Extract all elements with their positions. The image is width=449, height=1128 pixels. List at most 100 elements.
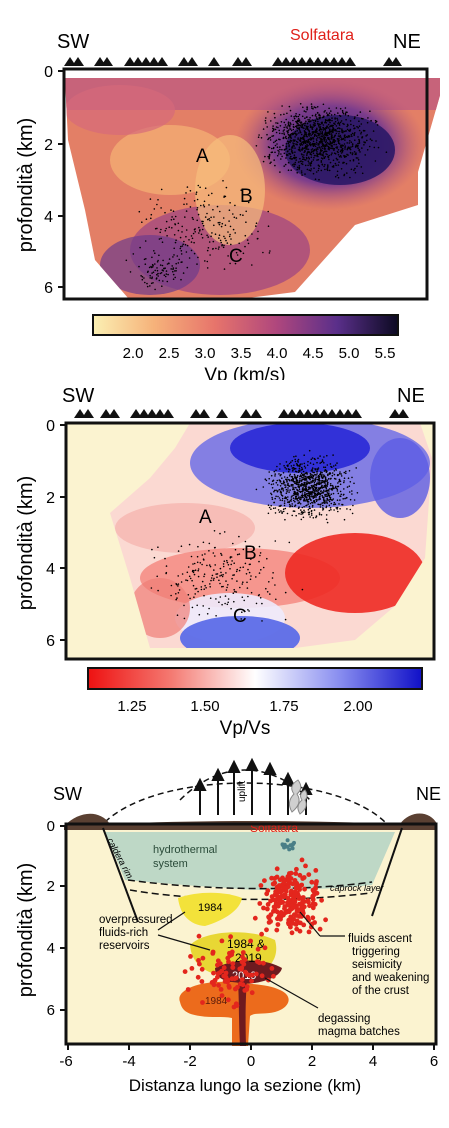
event-dot xyxy=(323,140,326,142)
event-dot xyxy=(157,546,159,548)
event-dot xyxy=(297,887,302,892)
event-dot xyxy=(280,842,285,847)
event-dot xyxy=(294,467,297,470)
event-dot xyxy=(324,476,327,478)
event-dot xyxy=(308,505,311,508)
event-dot xyxy=(149,274,151,277)
vpvs-colorbar xyxy=(87,667,423,690)
event-dot xyxy=(285,143,288,145)
event-dot xyxy=(299,103,302,105)
event-dot xyxy=(351,132,354,135)
event-dot xyxy=(197,568,200,570)
event-dot xyxy=(336,117,338,120)
event-dot xyxy=(307,156,310,159)
event-dot xyxy=(289,122,292,124)
event-dot xyxy=(336,499,339,501)
event-dot xyxy=(293,871,299,876)
event-dot xyxy=(241,596,244,598)
event-dot xyxy=(315,486,317,488)
event-dot xyxy=(330,133,333,135)
event-dot xyxy=(290,498,293,500)
event-dot xyxy=(335,469,338,471)
event-dot xyxy=(297,127,300,130)
event-dot xyxy=(323,137,325,140)
event-dot xyxy=(165,565,168,567)
event-dot xyxy=(129,271,132,273)
event-dot xyxy=(339,150,342,153)
event-dot xyxy=(288,468,291,471)
event-dot xyxy=(196,208,198,211)
event-dot xyxy=(318,488,321,490)
event-dot xyxy=(327,123,330,126)
event-dot xyxy=(195,974,201,980)
event-dot xyxy=(277,490,279,492)
event-dot xyxy=(324,144,326,146)
event-dot xyxy=(278,479,281,481)
event-dot xyxy=(280,114,282,116)
event-dot xyxy=(173,218,175,220)
event-dot xyxy=(290,461,292,463)
event-dot xyxy=(302,106,304,109)
event-dot xyxy=(172,278,175,281)
event-dot xyxy=(189,597,191,600)
event-dot xyxy=(310,149,313,151)
event-dot xyxy=(280,473,282,476)
event-dot xyxy=(360,133,362,135)
event-dot xyxy=(279,463,281,465)
event-dot xyxy=(293,115,295,118)
event-dot xyxy=(198,226,200,229)
event-dot xyxy=(357,127,360,129)
event-dot xyxy=(295,140,298,143)
event-dot xyxy=(196,561,199,564)
event-dot xyxy=(330,502,333,505)
uplift-dome-inner xyxy=(179,769,311,801)
svg-text:5.5: 5.5 xyxy=(375,345,396,362)
event-dot xyxy=(283,885,289,891)
event-dot xyxy=(210,235,212,238)
event-dot xyxy=(298,165,301,167)
event-dot xyxy=(269,139,272,141)
event-dot xyxy=(292,125,295,128)
event-dot xyxy=(154,288,156,291)
event-dot xyxy=(246,239,249,241)
event-dot xyxy=(340,149,342,151)
svg-text:of the crust: of the crust xyxy=(352,985,410,997)
event-dot xyxy=(298,146,301,148)
event-dot xyxy=(301,482,303,485)
event-dot xyxy=(223,531,226,533)
event-dot xyxy=(324,486,327,488)
event-dot xyxy=(293,473,296,476)
event-dot xyxy=(177,229,180,232)
event-dot xyxy=(290,137,293,139)
event-dot xyxy=(346,125,348,128)
event-dot xyxy=(346,172,348,174)
event-dot xyxy=(316,118,318,120)
solfatara-label: Solfatara xyxy=(290,27,354,44)
event-dot xyxy=(261,620,263,622)
ytick-2: 2 xyxy=(44,137,53,154)
event-dot xyxy=(154,252,156,254)
event-dot xyxy=(295,481,298,483)
event-dot xyxy=(289,479,291,482)
event-dot xyxy=(296,479,298,481)
event-dot xyxy=(354,139,356,141)
degassing-label: degassing magma batches xyxy=(318,1013,400,1038)
event-dot xyxy=(312,119,315,122)
event-dot xyxy=(330,142,332,144)
event-dot xyxy=(314,479,316,481)
event-dot xyxy=(375,140,377,142)
event-dot xyxy=(357,136,359,138)
event-dot xyxy=(289,126,291,128)
event-dot xyxy=(301,588,304,591)
event-dot xyxy=(286,498,289,501)
event-dot xyxy=(322,116,325,118)
event-dot xyxy=(321,502,324,504)
event-dot xyxy=(283,502,286,504)
event-dot xyxy=(285,118,288,121)
event-dot xyxy=(244,234,247,237)
event-dot xyxy=(331,117,333,119)
event-dot xyxy=(333,122,335,125)
event-dot xyxy=(292,142,294,144)
event-dot xyxy=(354,167,356,170)
event-dot xyxy=(158,238,161,240)
